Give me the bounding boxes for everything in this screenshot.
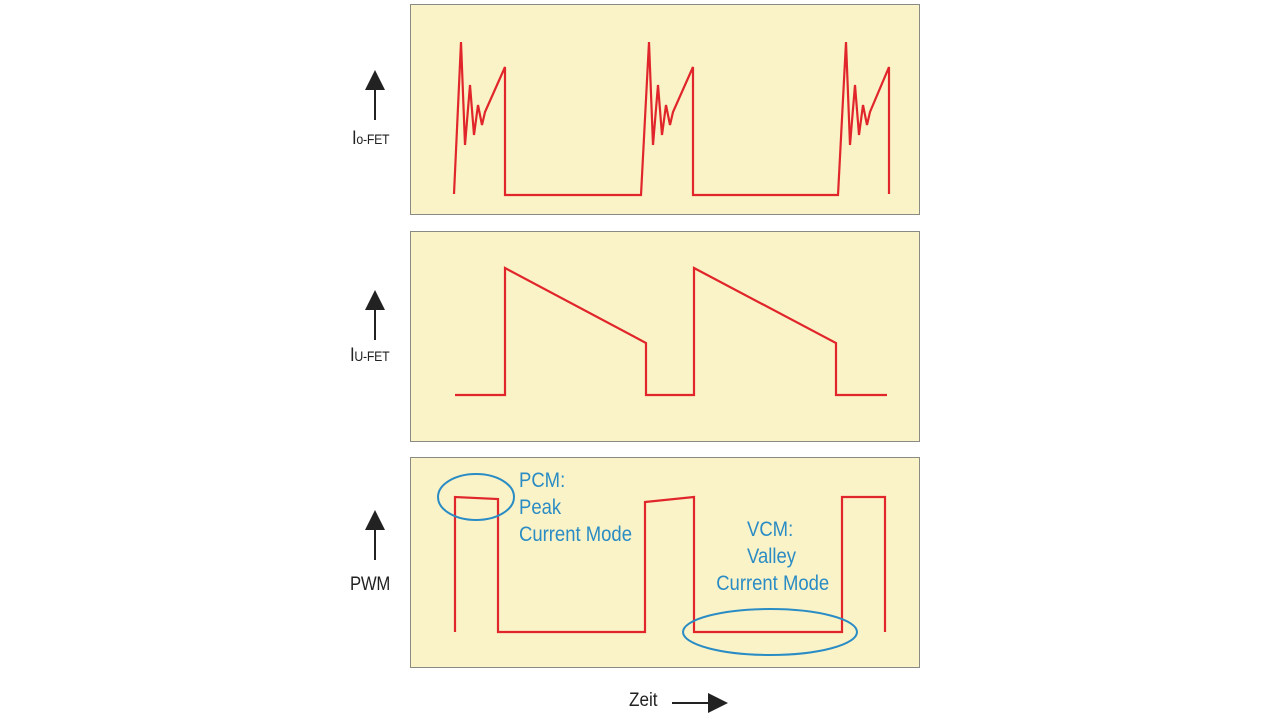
pwm-label: PWM bbox=[350, 574, 391, 595]
u-fet-label: IU-FET bbox=[350, 345, 390, 367]
vcm-line-1: VCM: bbox=[747, 518, 794, 541]
vcm-annotation: VCM: Valley Current Mode bbox=[716, 516, 829, 597]
pcm-line-2: Peak bbox=[519, 496, 562, 519]
vcm-line-3: Current Mode bbox=[716, 572, 830, 595]
time-label: Zeit bbox=[629, 690, 658, 711]
pcm-line-3: Current Mode bbox=[519, 523, 632, 546]
vcm-ellipse bbox=[682, 608, 858, 656]
o-fet-label-sub: o-FET bbox=[356, 131, 390, 147]
o-fet-waveform bbox=[452, 41, 891, 197]
panel-u-fet bbox=[410, 231, 920, 442]
u-fet-waveform bbox=[455, 266, 887, 397]
vcm-line-2: Valley bbox=[747, 545, 796, 568]
pwm-waveform bbox=[453, 495, 887, 634]
u-fet-label-sub: U-FET bbox=[354, 348, 390, 364]
pcm-line-1: PCM: bbox=[519, 469, 566, 492]
o-fet-label: Io-FET bbox=[352, 128, 390, 150]
pcm-annotation: PCM: Peak Current Mode bbox=[519, 467, 632, 548]
pcm-ellipse bbox=[437, 473, 515, 521]
u-fet-label-main: I bbox=[350, 345, 355, 366]
o-fet-label-main: I bbox=[352, 128, 357, 149]
